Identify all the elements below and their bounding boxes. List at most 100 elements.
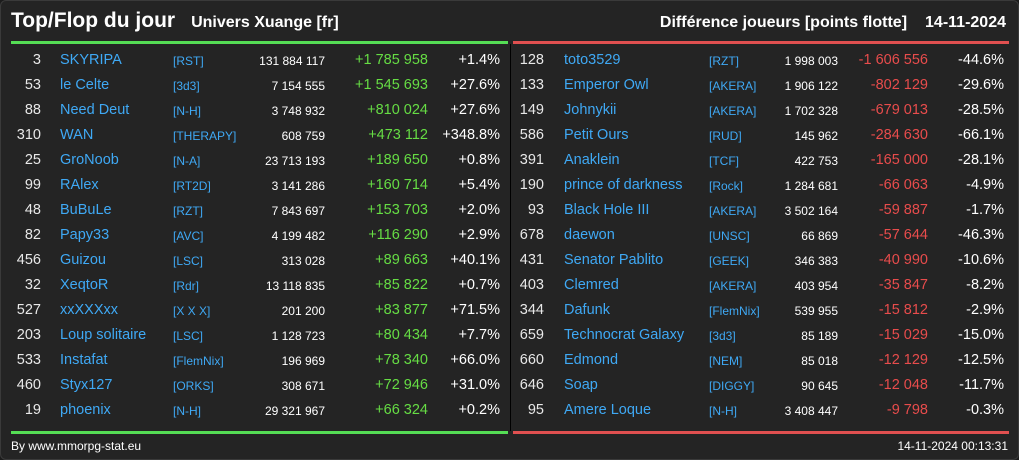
table-row: 431 Senator Pablito [GEEK] 346 383 -40 990 -1… (513, 248, 1009, 273)
alliance-tag-link[interactable]: [UNSC] (709, 229, 750, 243)
alliance-tag-link[interactable]: [FlemNix] (173, 354, 224, 368)
alliance-tag-link[interactable]: [N-H] (173, 404, 201, 418)
player-name-link[interactable]: WAN (60, 127, 94, 143)
player-points: 608 759 (281, 129, 325, 143)
alliance-tag-link[interactable]: [AKERA] (709, 204, 757, 218)
player-name-link[interactable]: Papy33 (60, 227, 110, 243)
table-row: 660 Edmond [NEM] 85 018 -12 129 -12.5% (513, 348, 1009, 373)
alliance-tag-link[interactable]: [ORKS] (173, 379, 214, 393)
percent-change: -12.5% (958, 352, 1004, 368)
points-difference: +153 703 (367, 202, 428, 218)
table-row: 344 Dafunk [FlemNix] 539 955 -15 812 -2.9% (513, 298, 1009, 323)
table-row: 190 prince of darkness [Rock] 1 284 681 -66 … (513, 173, 1009, 198)
alliance-tag-link[interactable]: [AKERA] (709, 79, 757, 93)
alliance-tag-link[interactable]: [TCF] (709, 154, 739, 168)
alliance-tag-link[interactable]: [GEEK] (709, 254, 750, 268)
player-points: 3 748 932 (271, 104, 325, 118)
alliance-tag-link[interactable]: [RZT] (709, 54, 739, 68)
player-name-link[interactable]: Instafat (60, 352, 108, 368)
points-difference: +810 024 (367, 102, 428, 118)
player-name-link[interactable]: phoenix (60, 402, 111, 418)
credit-link[interactable]: By www.mmorpg-stat.eu (11, 439, 142, 453)
player-name-link[interactable]: XeqtoR (60, 277, 109, 293)
percent-change: +66.0% (450, 352, 500, 368)
alliance-tag-link[interactable]: [3d3] (709, 329, 736, 343)
header-date: 14-11-2024 (925, 14, 1006, 31)
player-name-link[interactable]: daewon (564, 227, 615, 243)
player-name-link[interactable]: Black Hole III (564, 202, 650, 218)
alliance-tag-link[interactable]: [AVC] (173, 229, 204, 243)
alliance-tag-link[interactable]: [N-H] (173, 104, 201, 118)
player-name-link[interactable]: RAlex (60, 177, 99, 193)
alliance-tag-link[interactable]: [3d3] (173, 79, 200, 93)
percent-change: +31.0% (450, 377, 500, 393)
alliance-tag-link[interactable]: [N-A] (173, 154, 201, 168)
player-name-link[interactable]: Amere Loque (564, 402, 652, 418)
player-name-link[interactable]: Technocrat Galaxy (564, 327, 685, 343)
points-difference: +85 822 (375, 277, 428, 293)
player-name-link[interactable]: Emperor Owl (564, 77, 649, 93)
alliance-tag-link[interactable]: [AKERA] (709, 104, 757, 118)
player-name-link[interactable]: Styx127 (60, 377, 113, 393)
player-name-link[interactable]: Edmond (564, 352, 619, 368)
player-name-link[interactable]: Guizou (60, 252, 106, 268)
player-rank: 93 (527, 202, 544, 218)
player-rank: 391 (519, 152, 544, 168)
alliance-tag-link[interactable]: [RT2D] (173, 179, 211, 193)
top-divider-red (513, 41, 1009, 44)
player-rank: 149 (519, 102, 544, 118)
player-name-link[interactable]: prince of darkness (564, 177, 683, 193)
alliance-tag-link[interactable]: [FlemNix] (709, 304, 760, 318)
player-points: 1 128 723 (271, 329, 325, 343)
percent-change: -2.9% (966, 302, 1004, 318)
alliance-tag-link[interactable]: [AKERA] (709, 279, 757, 293)
player-name-link[interactable]: toto3529 (564, 52, 621, 68)
page-title: Top/Flop du jour (11, 9, 176, 32)
alliance-tag-link[interactable]: [LSC] (173, 254, 204, 268)
player-name-link[interactable]: Petit Ours (564, 127, 629, 143)
player-rank: 32 (24, 277, 41, 293)
points-difference: -679 013 (870, 102, 928, 118)
player-name-link[interactable]: le Celte (60, 77, 110, 93)
points-difference: -35 847 (878, 277, 928, 293)
alliance-tag-link[interactable]: [NEM] (709, 354, 743, 368)
player-name-link[interactable]: Senator Pablito (564, 252, 664, 268)
points-difference: -40 990 (878, 252, 928, 268)
player-name-link[interactable]: Dafunk (564, 302, 610, 318)
player-name-link[interactable]: Need Deut (60, 102, 130, 118)
player-rank: 53 (24, 77, 41, 93)
points-difference: +189 650 (367, 152, 428, 168)
alliance-tag-link[interactable]: [RUD] (709, 129, 742, 143)
points-difference: -802 129 (870, 77, 928, 93)
player-name-link[interactable]: xxXXXxx (60, 302, 119, 318)
percent-change: +2.9% (458, 227, 500, 243)
player-name-link[interactable]: Johnykii (564, 102, 617, 118)
player-name-link[interactable]: Anaklein (564, 152, 620, 168)
player-name-link[interactable]: Loup solitaire (60, 327, 147, 343)
alliance-tag-link[interactable]: [Rdr] (173, 279, 200, 293)
alliance-tag-link[interactable]: [RZT] (173, 204, 203, 218)
player-name-link[interactable]: SKYRIPA (60, 52, 122, 68)
points-difference: -12 129 (878, 352, 928, 368)
table-row: 48 BuBuLe [RZT] 7 843 697 +153 703 +2.0% (11, 198, 508, 223)
alliance-tag-link[interactable]: [DIGGY] (709, 379, 755, 393)
alliance-tag-link[interactable]: [LSC] (173, 329, 204, 343)
player-name-link[interactable]: Clemred (564, 277, 619, 293)
alliance-tag-link[interactable]: [RST] (173, 54, 204, 68)
points-difference: +80 434 (375, 327, 428, 343)
percent-change: -44.6% (958, 52, 1004, 68)
player-name-link[interactable]: BuBuLe (60, 202, 112, 218)
alliance-tag-link[interactable]: [THERAPY] (173, 129, 237, 143)
player-name-link[interactable]: Soap (564, 377, 598, 393)
alliance-tag-link[interactable]: [Rock] (709, 179, 744, 193)
player-points: 66 869 (801, 229, 838, 243)
player-rank: 48 (24, 202, 41, 218)
table-row: 19 phoenix [N-H] 29 321 967 +66 324 +0.2% (11, 398, 508, 423)
points-difference: +66 324 (375, 402, 428, 418)
player-name-link[interactable]: GroNoob (60, 152, 119, 168)
table-row: 203 Loup solitaire [LSC] 1 128 723 +80 434 +7… (11, 323, 508, 348)
alliance-tag-link[interactable]: [N-H] (709, 404, 737, 418)
percent-change: -10.6% (958, 252, 1004, 268)
alliance-tag-link[interactable]: [X X X] (173, 304, 211, 318)
